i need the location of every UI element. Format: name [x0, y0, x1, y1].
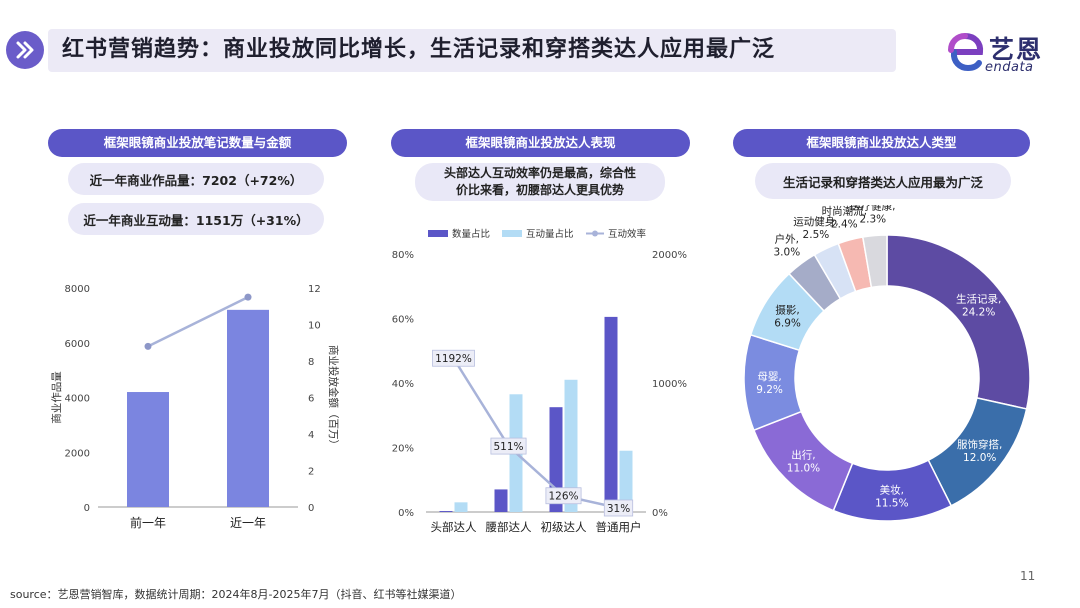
chart-influencer-types: 生活记录,24.2% 服饰穿搭,12.0% 美妆,11.5% 出行,11.0% 母婴,9… [743, 205, 1031, 522]
y-tick-label: 8000 [65, 284, 90, 295]
y2-tick-label: 0% [652, 508, 668, 519]
line-point [144, 342, 152, 350]
slice-category-label: 时尚潮流, [822, 205, 867, 218]
panel2-header: 框架眼镜商业投放达人表现 [391, 129, 690, 157]
y2-tick-label: 0 [308, 503, 314, 514]
bar-count-share [494, 489, 508, 512]
y-tick-label: 0% [398, 508, 414, 519]
data-label: 126% [548, 491, 578, 503]
slice-value-label: 6.9% [774, 317, 801, 329]
bar-works-count [127, 392, 169, 507]
panel1-header: 框架眼镜商业投放笔记数量与金额 [48, 129, 347, 157]
slice-category-label: 生活记录, [956, 292, 1001, 305]
data-label: 1192% [435, 353, 472, 365]
slice-category-label: 户外, [775, 232, 799, 245]
slice-value-label: 2.3% [859, 214, 886, 226]
x-tick-label: 头部达人 [431, 520, 477, 534]
y-tick-label: 4000 [65, 394, 90, 405]
source-note: source：艺恩营销智库，数据统计周期：2024年8月-2025年7月（抖音、… [10, 588, 462, 601]
double-chevron-right-icon [6, 31, 44, 69]
title-bar [48, 29, 896, 72]
y-tick-label: 0 [84, 503, 90, 514]
slice-value-label: 24.2% [962, 306, 995, 318]
data-label: 511% [493, 441, 523, 453]
y-tick-label: 20% [392, 444, 414, 455]
y2-tick-label: 10 [308, 321, 321, 332]
double-chevron-glyph [16, 41, 34, 59]
slice-category-label: 运动健身, [793, 215, 838, 228]
bar-interaction-share [454, 502, 468, 512]
legend-label: 互动量占比 [526, 228, 574, 240]
x-tick-label: 前一年 [130, 515, 166, 530]
panel2-note: 头部达人互动效率仍是最高，综合性 价比来看，初腰部达人更具优势 [415, 163, 665, 201]
slice-value-label: 3.0% [774, 246, 801, 258]
bar-count-share [439, 511, 453, 512]
bar-works-count [227, 309, 269, 507]
slice-category-label: 出行, [791, 449, 815, 462]
legend-swatch [428, 230, 448, 237]
y-tick-label: 6000 [65, 339, 90, 350]
slice-value-label: 12.0% [963, 452, 996, 464]
y2-tick-label: 4 [308, 430, 314, 441]
data-label-box [490, 437, 527, 455]
data-label-box [545, 487, 582, 505]
line-point [244, 293, 252, 301]
y-tick-label: 2000 [65, 448, 90, 459]
logo-chinese-name: 艺恩 [989, 35, 1044, 64]
slice-value-label: 11.0% [787, 463, 820, 475]
legend-line-marker [592, 230, 598, 237]
y2-tick-label: 2000% [652, 250, 687, 261]
y2-tick-label: 12 [308, 284, 321, 295]
y-axis-label: 商业作品量 [50, 371, 63, 424]
data-label: 31% [607, 503, 630, 515]
slice-category-label: 摄影, [775, 303, 799, 316]
panel3-note: 生活记录和穿搭类达人应用最为广泛 [755, 163, 1011, 199]
slice-category-label: 母婴, [757, 371, 781, 383]
company-logo: 艺恩 endata [945, 30, 1050, 76]
logo-english-name: endata [985, 60, 1034, 75]
bar-interaction-share [564, 379, 578, 512]
y-tick-label: 60% [392, 315, 414, 326]
bar-count-share [604, 316, 618, 512]
y-tick-label: 40% [392, 379, 414, 390]
y2-axis-label: 商业投放金额（百万） [327, 345, 340, 450]
x-tick-label: 初级达人 [541, 520, 587, 534]
y2-tick-label: 1000% [652, 379, 687, 390]
slice-category-label: 美妆, [880, 483, 904, 496]
x-tick-label: 近一年 [230, 516, 266, 530]
legend-label: 数量占比 [452, 228, 490, 240]
donut-slice [886, 234, 1031, 410]
slice-value-label: 9.2% [756, 384, 783, 396]
data-label-box [603, 499, 634, 517]
page-title: 红书营销趋势：商业投放同比增长，生活记录和穿搭类达人应用最广泛 [62, 37, 776, 62]
slice-value-label: 2.5% [803, 229, 830, 241]
panel2-note-line1: 头部达人互动效率仍是最高，综合性 [443, 166, 636, 180]
slice-value-label: 11.5% [875, 497, 908, 509]
y2-tick-label: 6 [308, 394, 314, 405]
donut-slice [861, 234, 888, 289]
bar-interaction-share [619, 450, 633, 512]
page-number: 11 [1020, 569, 1036, 583]
legend-swatch [502, 230, 522, 237]
chart-influencer-performance: 数量占比 互动量占比 互动效率 0% 20% 40% 60% 80% 0% 1000% 2000% 头… [392, 228, 687, 534]
panel3-header: 框架眼镜商业投放达人类型 [733, 129, 1030, 157]
data-label-box [432, 349, 475, 367]
panel2-note-line2: 价比来看，初腰部达人更具优势 [455, 183, 624, 197]
y2-tick-label: 8 [308, 357, 314, 368]
slice-category-label: 服饰穿搭, [957, 438, 1002, 451]
panel1-stat-works: 近一年商业作品量：7202（+72%） [68, 163, 324, 195]
y2-tick-label: 2 [308, 467, 314, 478]
line-spend [147, 296, 249, 348]
slice-category-label: 医疗健康, [850, 205, 895, 213]
y-tick-label: 80% [392, 250, 414, 261]
logo-mark-icon [948, 33, 984, 72]
legend-label: 互动效率 [608, 228, 647, 240]
x-tick-label: 腰部达人 [486, 520, 532, 534]
x-tick-label: 普通用户 [596, 520, 642, 534]
slice-value-label: 2.4% [831, 219, 858, 231]
chart-commercial-volume: 0 2000 4000 6000 8000 0 2 4 6 8 10 12 商业作品量 商业投放金额（百万… [50, 284, 340, 530]
panel1-stat-interactions: 近一年商业互动量：1151万（+31%） [68, 203, 324, 235]
line-efficiency [452, 357, 619, 510]
